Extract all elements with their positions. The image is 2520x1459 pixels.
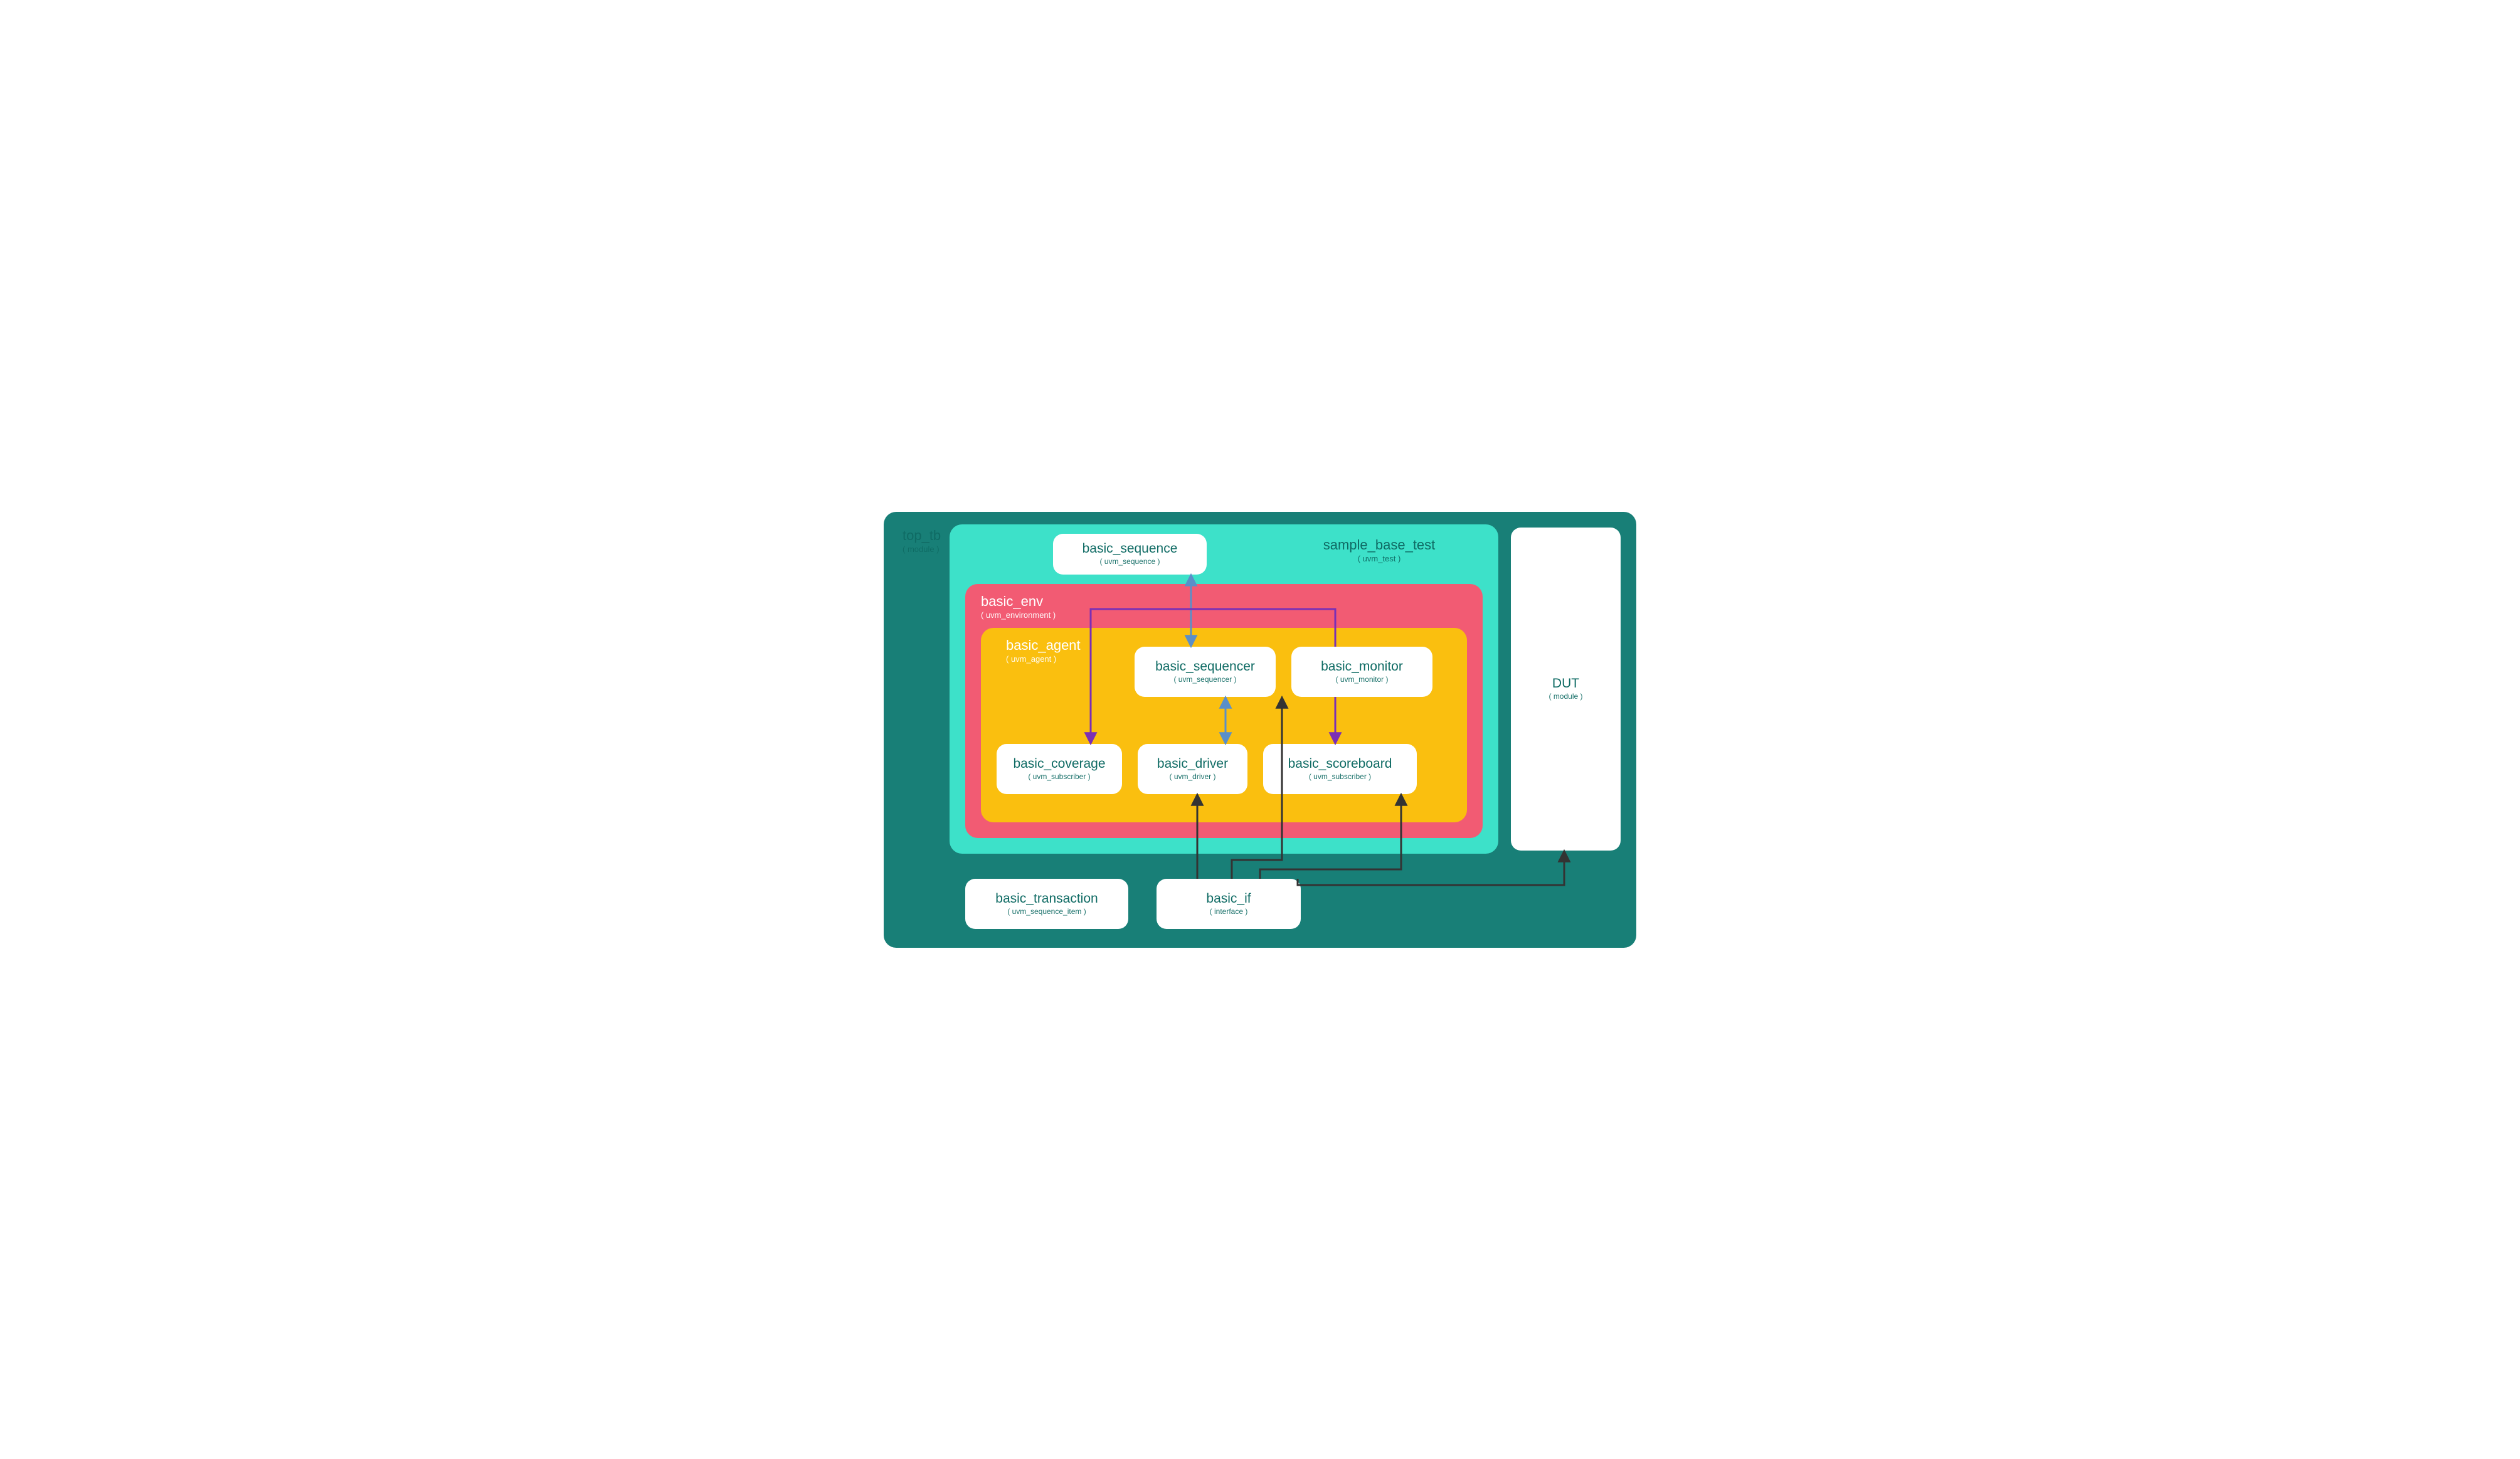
basic-env-sub: ( uvm_environment ) [981, 610, 1056, 621]
dut-title: DUT [1552, 676, 1579, 691]
basic-monitor-title: basic_monitor [1321, 659, 1403, 674]
node-basic-sequence: basic_sequence ( uvm_sequence ) [1053, 534, 1207, 575]
basic-env-title: basic_env [981, 593, 1056, 610]
node-basic-transaction: basic_transaction ( uvm_sequence_item ) [965, 879, 1128, 929]
basic-transaction-title: basic_transaction [995, 891, 1098, 906]
node-dut: DUT ( module ) [1511, 528, 1621, 851]
dut-sub: ( module ) [1549, 691, 1582, 702]
basic-sequence-title: basic_sequence [1083, 541, 1178, 556]
diagram-canvas: top_tb ( module ) sample_base_test ( uvm… [884, 512, 1636, 948]
node-basic-coverage: basic_coverage ( uvm_subscriber ) [997, 744, 1122, 794]
node-basic-monitor: basic_monitor ( uvm_monitor ) [1291, 647, 1432, 697]
basic-sequence-sub: ( uvm_sequence ) [1099, 556, 1160, 567]
basic-transaction-sub: ( uvm_sequence_item ) [1007, 906, 1086, 917]
basic-sequencer-sub: ( uvm_sequencer ) [1173, 674, 1236, 685]
sample-base-test-sub: ( uvm_test ) [1298, 553, 1461, 565]
basic-sequencer-title: basic_sequencer [1155, 659, 1255, 674]
node-basic-driver: basic_driver ( uvm_driver ) [1138, 744, 1247, 794]
basic-scoreboard-sub: ( uvm_subscriber ) [1309, 772, 1371, 782]
basic-coverage-sub: ( uvm_subscriber ) [1028, 772, 1090, 782]
basic-scoreboard-title: basic_scoreboard [1288, 756, 1392, 772]
basic-agent-title: basic_agent [1006, 637, 1081, 654]
basic-driver-title: basic_driver [1157, 756, 1228, 772]
top-tb-sub: ( module ) [903, 544, 941, 555]
basic-driver-sub: ( uvm_driver ) [1169, 772, 1215, 782]
basic-agent-sub: ( uvm_agent ) [1006, 654, 1081, 665]
node-basic-sequencer: basic_sequencer ( uvm_sequencer ) [1135, 647, 1276, 697]
top-tb-title: top_tb [903, 528, 941, 544]
node-basic-scoreboard: basic_scoreboard ( uvm_subscriber ) [1263, 744, 1417, 794]
basic-coverage-title: basic_coverage [1013, 756, 1105, 772]
basic-if-title: basic_if [1206, 891, 1251, 906]
node-basic-if: basic_if ( interface ) [1157, 879, 1301, 929]
sample-base-test-title: sample_base_test [1298, 537, 1461, 553]
basic-if-sub: ( interface ) [1210, 906, 1248, 917]
basic-monitor-sub: ( uvm_monitor ) [1335, 674, 1388, 685]
